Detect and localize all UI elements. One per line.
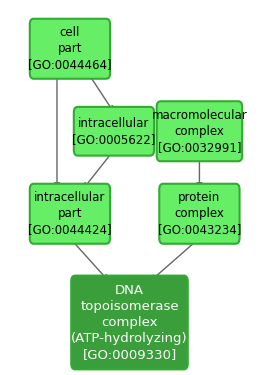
Text: DNA
topoisomerase
complex
(ATP-hydrolyzing)
[GO:0009330]: DNA topoisomerase complex (ATP-hydrolyzi… [71,284,188,361]
Text: intracellular
part
[GO:0044424]: intracellular part [GO:0044424] [28,191,112,236]
FancyBboxPatch shape [30,184,110,244]
Text: protein
complex
[GO:0043234]: protein complex [GO:0043234] [158,191,241,236]
Text: intracellular
[GO:0005622]: intracellular [GO:0005622] [72,117,156,146]
Text: macromolecular
complex
[GO:0032991]: macromolecular complex [GO:0032991] [152,109,247,154]
FancyBboxPatch shape [71,276,188,369]
FancyBboxPatch shape [159,184,240,244]
Text: cell
part
[GO:0044464]: cell part [GO:0044464] [28,26,112,71]
FancyBboxPatch shape [157,101,242,161]
FancyBboxPatch shape [30,19,110,79]
FancyBboxPatch shape [74,107,154,156]
